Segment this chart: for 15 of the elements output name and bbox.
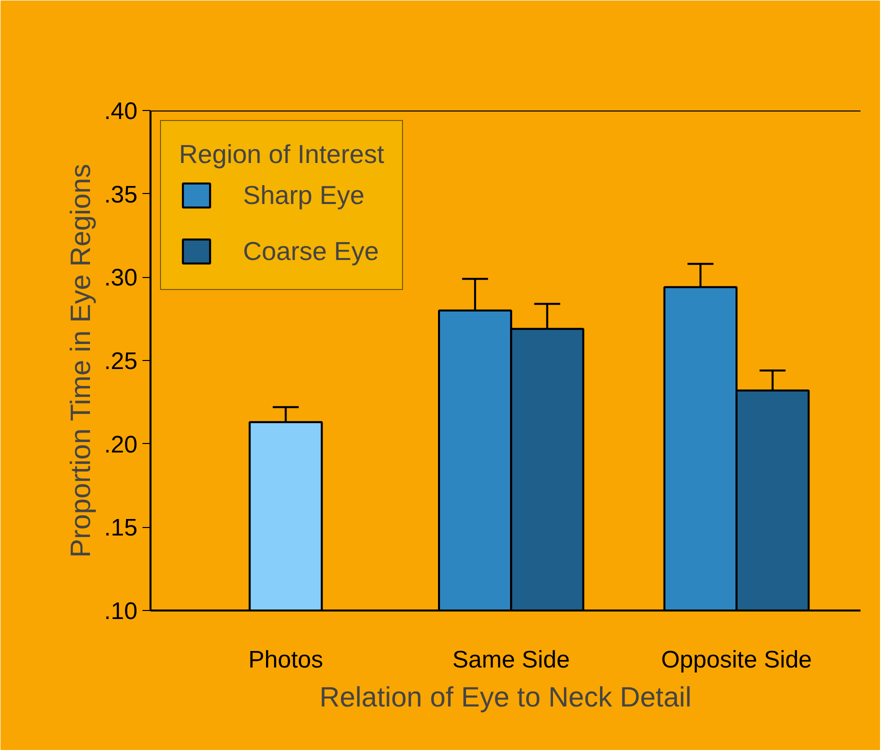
x-axis-title: Relation of Eye to Neck Detail: [320, 682, 692, 712]
legend-label: Coarse Eye: [243, 234, 379, 268]
y-tick-label: .20: [104, 431, 138, 458]
legend-label: Sharp Eye: [243, 178, 364, 212]
x-tick-label: Same Side: [452, 646, 570, 674]
y-tick-label: .30: [104, 264, 138, 292]
y-tick-label: .10: [104, 598, 138, 625]
legend-title: Region of Interest: [179, 139, 384, 170]
x-tick-label: Opposite Side: [661, 646, 812, 674]
x-tick-label: Photos: [248, 646, 324, 674]
y-tick-label: .15: [104, 514, 138, 542]
y-tick-label: .35: [104, 181, 138, 208]
y-axis-title: Proportion Time in Eye Regions: [65, 164, 96, 558]
y-tick-label: .25: [104, 348, 138, 375]
y-tick-label: .40: [104, 98, 138, 125]
